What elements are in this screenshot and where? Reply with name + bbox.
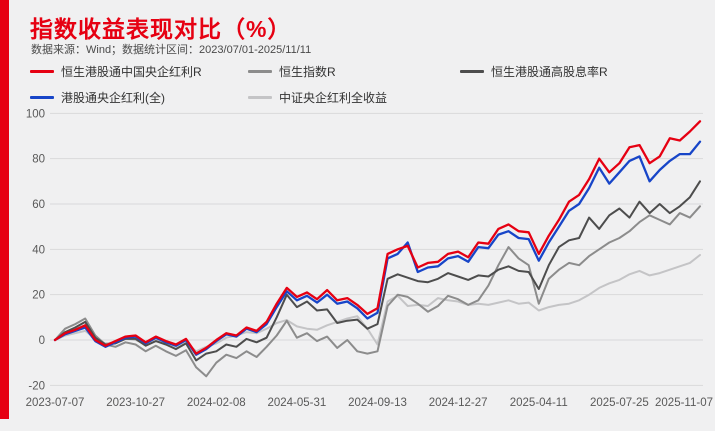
left-accent-bar xyxy=(0,0,9,419)
data-source-note: 数据来源：Wind；数据统计区间：2023/07/01-2025/11/11 xyxy=(31,44,312,56)
legend-line-swatch xyxy=(248,70,272,73)
y-axis-tick-label: 40 xyxy=(32,244,45,256)
series-line xyxy=(54,205,701,378)
legend-item: 中证央企红利全收益 xyxy=(248,89,387,106)
x-axis-tick-label: 2024-05-31 xyxy=(267,397,326,409)
chart-title: 指数收益表现对比（%） xyxy=(30,16,292,42)
y-axis-tick-label: 60 xyxy=(32,199,45,211)
series-line xyxy=(54,180,701,362)
legend-item: 恒生港股通中国央企红利R xyxy=(30,63,202,80)
y-axis-tick-label: 0 xyxy=(39,335,45,347)
legend-label: 恒生港股通高股息率R xyxy=(491,65,608,79)
series-line xyxy=(53,120,702,355)
x-axis-tick-label: 2025-04-11 xyxy=(510,397,568,409)
y-axis-tick-label: 20 xyxy=(32,290,45,302)
y-axis-tick-label: 80 xyxy=(32,154,45,166)
legend-label: 中证央企红利全收益 xyxy=(279,91,388,105)
series-line xyxy=(54,254,701,353)
x-axis-tick-label: 2023-10-27 xyxy=(106,397,165,409)
legend-line-swatch xyxy=(248,96,272,99)
legend-line-swatch xyxy=(30,96,54,99)
x-axis-tick-label: 2024-02-08 xyxy=(187,397,246,409)
legend-label: 港股通央企红利(全) xyxy=(61,91,165,105)
x-axis-tick-label: 2025-07-25 xyxy=(590,397,649,409)
legend-line-swatch xyxy=(30,70,54,73)
legend-item: 港股通央企红利(全) xyxy=(30,89,165,106)
legend-line-swatch xyxy=(460,70,484,73)
legend-item: 恒生指数R xyxy=(248,63,336,80)
legend-item: 恒生港股通高股息率R xyxy=(460,63,608,80)
y-axis-tick-label: 100 xyxy=(26,108,45,120)
x-axis-tick-label: 2024-12-27 xyxy=(429,397,488,409)
legend-label: 恒生指数R xyxy=(279,65,336,79)
legend-label: 恒生港股通中国央企红利R xyxy=(61,65,202,79)
x-axis-tick-label: 2024-09-13 xyxy=(348,397,407,409)
x-axis-tick-label: 2023-07-07 xyxy=(26,397,85,409)
x-axis-tick-label: 2025-11-07 xyxy=(655,397,713,409)
y-axis-tick-label: -20 xyxy=(28,380,45,392)
